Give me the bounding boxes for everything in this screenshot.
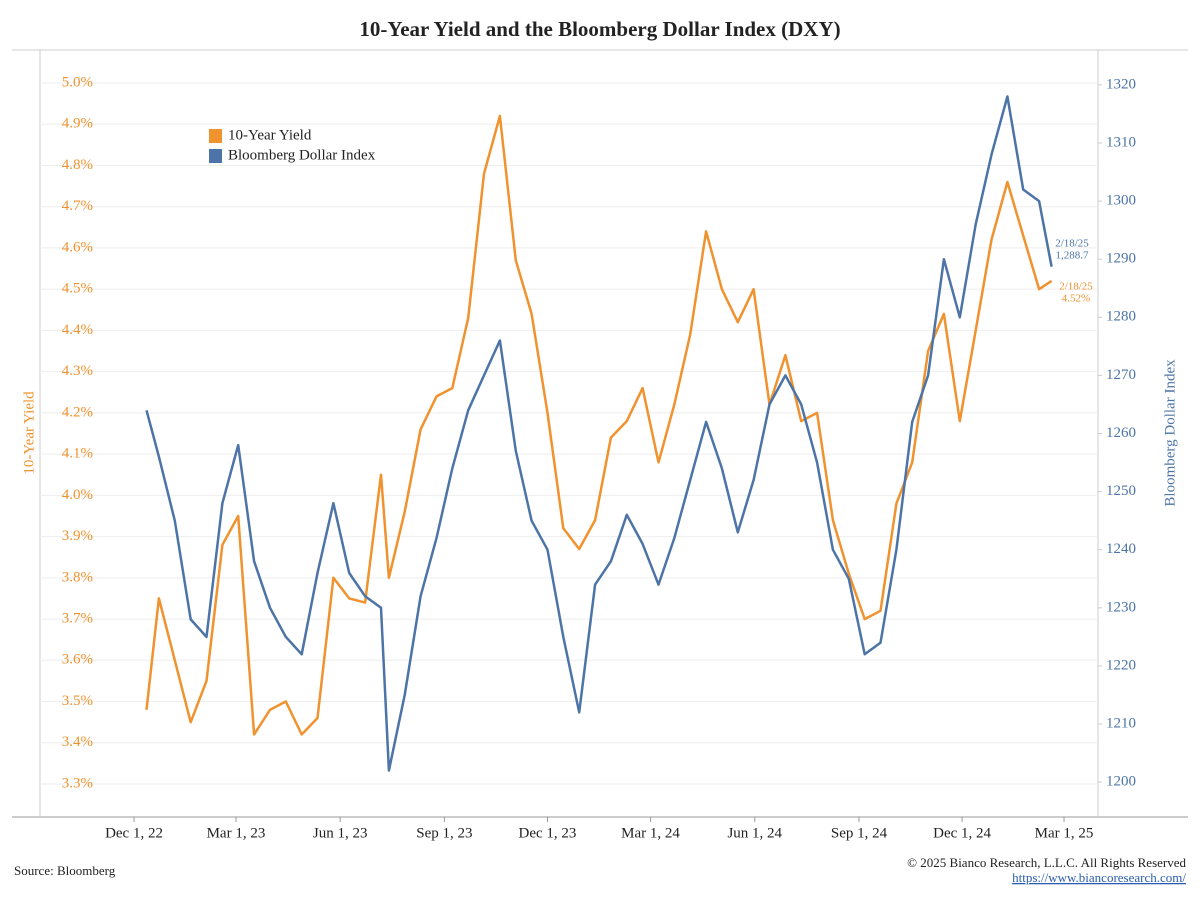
y2-tick-label: 1230 <box>1106 599 1136 615</box>
y-tick-label: 3.5% <box>62 693 93 709</box>
annotation: 2/18/25 <box>1059 281 1093 293</box>
x-tick-label: Sep 1, 24 <box>831 825 888 841</box>
url[interactable]: https://www.biancoresearch.com/ <box>1012 870 1186 885</box>
y-tick-label: 4.1% <box>62 446 93 462</box>
y2-tick-label: 1290 <box>1106 251 1136 267</box>
legend-label: 10-Year Yield <box>228 127 312 143</box>
y-tick-label: 3.6% <box>62 652 93 668</box>
annotation: 4.52% <box>1062 293 1090 305</box>
y-tick-label: 4.3% <box>62 363 93 379</box>
series-line <box>145 95 1053 772</box>
x-tick-label: Mar 1, 24 <box>621 825 680 841</box>
y2-tick-label: 1260 <box>1106 425 1136 441</box>
y-tick-label: 5.0% <box>62 74 93 90</box>
y-tick-label: 4.4% <box>62 322 93 338</box>
x-tick-label: Sep 1, 23 <box>416 825 472 841</box>
y2-axis-label: Bloomberg Dollar Index <box>1162 359 1178 507</box>
x-tick-label: Dec 1, 22 <box>105 825 163 841</box>
y-tick-label: 4.6% <box>62 239 93 255</box>
x-tick-label: Jun 1, 24 <box>727 825 782 841</box>
y-tick-label: 3.7% <box>62 611 93 627</box>
x-tick-label: Mar 1, 23 <box>207 825 266 841</box>
copyright: © 2025 Bianco Research, L.L.C. All Right… <box>907 855 1186 870</box>
y2-tick-label: 1250 <box>1106 483 1136 499</box>
y2-tick-label: 1220 <box>1106 657 1136 673</box>
y2-tick-label: 1300 <box>1106 193 1136 209</box>
legend-swatch <box>209 129 222 143</box>
y-tick-label: 4.0% <box>62 487 93 503</box>
y2-tick-label: 1200 <box>1106 774 1136 790</box>
y-tick-label: 4.5% <box>62 281 93 297</box>
y2-tick-label: 1270 <box>1106 367 1136 383</box>
y2-tick-label: 1240 <box>1106 541 1136 557</box>
x-tick-label: Dec 1, 23 <box>519 825 577 841</box>
x-tick-label: Dec 1, 24 <box>933 825 991 841</box>
y-axis-label: 10-Year Yield <box>21 391 37 475</box>
chart-title: 10-Year Yield and the Bloomberg Dollar I… <box>359 17 840 41</box>
y-tick-label: 3.8% <box>62 569 93 585</box>
legend-swatch <box>209 149 222 163</box>
y2-tick-label: 1210 <box>1106 715 1136 731</box>
y-tick-label: 4.2% <box>62 404 93 420</box>
y2-tick-label: 1320 <box>1106 76 1136 92</box>
y-tick-label: 3.3% <box>62 775 93 791</box>
y-tick-label: 4.9% <box>62 116 93 132</box>
series-line <box>145 114 1053 736</box>
annotation: 1,288.7 <box>1056 250 1090 262</box>
annotation: 2/18/25 <box>1055 238 1089 250</box>
source: Source: Bloomberg <box>14 863 116 878</box>
y-tick-label: 3.9% <box>62 528 93 544</box>
legend-label: Bloomberg Dollar Index <box>228 147 376 163</box>
y2-tick-label: 1280 <box>1106 309 1136 325</box>
y-tick-label: 4.7% <box>62 198 93 214</box>
y-tick-label: 3.4% <box>62 734 93 750</box>
x-tick-label: Jun 1, 23 <box>313 825 368 841</box>
y-tick-label: 4.8% <box>62 157 93 173</box>
x-tick-label: Mar 1, 25 <box>1035 825 1094 841</box>
y2-tick-label: 1310 <box>1106 134 1136 150</box>
